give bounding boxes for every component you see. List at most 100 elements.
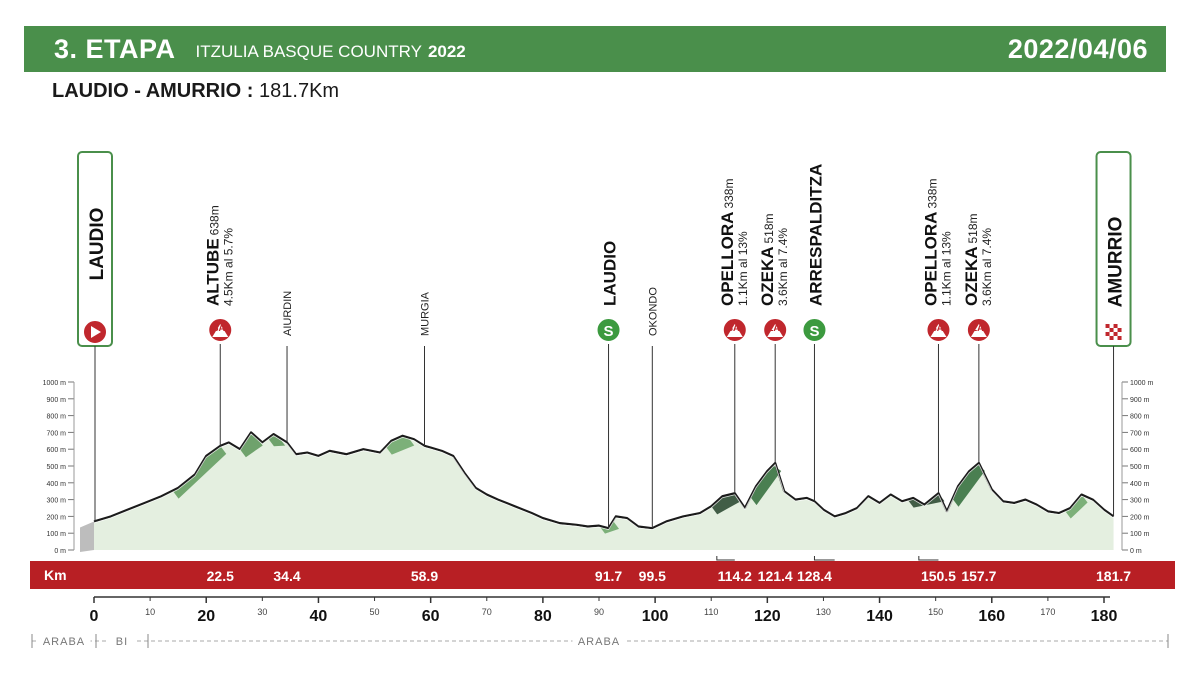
x-major-tick-label: 120: [754, 608, 781, 625]
finish-town-label: AMURRIO: [1106, 217, 1127, 308]
y-tick-label-right: 800 m: [1130, 414, 1150, 421]
sprint-icon: [801, 317, 828, 343]
town-name: MURGIA: [419, 291, 431, 336]
y-tick-label-right: 0 m: [1130, 548, 1142, 555]
climb-category-label: 3A: [213, 323, 225, 333]
region-label-bg: [109, 634, 135, 648]
route-distance: 181.7Km: [259, 80, 340, 102]
sprint-name: ARRESPALDITZA: [806, 164, 825, 306]
y-tick-label-left: 0 m: [54, 548, 66, 555]
y-tick-label-left: 1000 m: [43, 380, 67, 387]
climb-ramp-shading: [1064, 494, 1088, 519]
mountain-shape: [212, 324, 229, 337]
climb-elevation: 518m: [966, 213, 980, 243]
mountain-shape: [767, 324, 784, 337]
climb-marker: 3A OPELLORA 338m 1.1Km al 13%: [921, 179, 953, 343]
region-label: ARABA: [43, 636, 85, 648]
x-minor-tick-label: 70: [482, 607, 492, 617]
km-bar: [30, 561, 1175, 589]
y-tick-label-left: 600 m: [47, 447, 67, 454]
sprint-marker: S LAUDIO: [595, 241, 622, 343]
climb-details: 4.5Km al 5.7%: [221, 228, 235, 306]
x-minor-tick-label: 10: [145, 607, 155, 617]
x-minor-tick-label: 90: [594, 607, 604, 617]
x-major-tick-label: 0: [90, 608, 99, 625]
x-major-tick-label: 140: [866, 608, 893, 625]
km-bar-value: 157.7: [961, 568, 996, 584]
checker-cell: [1109, 336, 1114, 340]
mountain-shape: [970, 324, 987, 337]
section-bracket: [813, 556, 835, 561]
climb-details: 3.6Km al 7.4%: [776, 228, 790, 306]
y-tick-label-left: 200 m: [47, 514, 67, 521]
y-tick-label-right: 200 m: [1130, 514, 1150, 521]
climb-name: ALTUBE: [203, 238, 222, 306]
checker-cell: [1105, 332, 1110, 336]
km-bar-value: 121.4: [758, 568, 793, 584]
x-major-tick-label: 160: [978, 608, 1005, 625]
km-bar-value: 91.7: [595, 568, 622, 584]
profile-area: [94, 432, 1114, 550]
town-name: AIURDIN: [282, 291, 294, 336]
climb-details: 1.1Km al 13%: [736, 231, 750, 306]
region-label-bg: [37, 634, 91, 648]
sprint-badge-letter: S: [604, 323, 614, 340]
profile-line-highlight: [93, 433, 1114, 531]
x-minor-tick-label: 150: [928, 607, 943, 617]
sprint-icon: [595, 317, 622, 343]
y-tick-label-right: 700 m: [1130, 430, 1150, 437]
sprint-marker: S ARRESPALDITZA: [801, 164, 828, 343]
finish-marker: AMURRIO: [1095, 151, 1132, 347]
climb-elevation: 338m: [925, 179, 939, 209]
mountain-shape: [930, 324, 947, 337]
checker-cell: [1117, 328, 1122, 332]
y-tick-label-left: 100 m: [47, 531, 67, 538]
climb-label: OZEKA 518m: [962, 213, 981, 306]
climb-category-label: 3A: [932, 323, 944, 333]
x-minor-tick-label: 110: [704, 607, 718, 617]
km-bar-label: Km: [44, 567, 67, 583]
climb-details: 1.1Km al 13%: [939, 231, 953, 306]
region-label: ARABA: [578, 636, 620, 648]
y-tick-label-right: 400 m: [1130, 481, 1150, 488]
climb-name: OPELLORA: [921, 212, 940, 306]
x-minor-tick-label: 30: [257, 607, 267, 617]
km-bar-value: 150.5: [921, 568, 956, 584]
x-major-tick-label: 40: [310, 608, 328, 625]
km-bar-value: 58.9: [411, 568, 438, 584]
km-bar-value: 128.4: [797, 568, 832, 584]
climb-elevation: 638m: [207, 205, 221, 235]
race-year: 2022: [427, 42, 466, 61]
town-name: OKONDO: [647, 287, 659, 336]
y-tick-label-left: 500 m: [47, 464, 67, 471]
region-label-bg: [572, 634, 626, 648]
climb-category-label: 2A: [972, 323, 984, 333]
km-bar-value: 22.5: [207, 568, 234, 584]
climb-elevation: 518m: [762, 213, 776, 243]
y-tick-label-right: 600 m: [1130, 447, 1150, 454]
sprint-badge-letter: S: [809, 323, 819, 340]
x-major-tick-label: 180: [1091, 608, 1118, 625]
y-tick-label-left: 900 m: [47, 397, 67, 404]
climb-marker: 2A OZEKA 518m 3.6Km al 7.4%: [758, 213, 790, 343]
climb-category-label: 2A: [768, 323, 780, 333]
climb-ramp-shading: [172, 445, 227, 499]
climb-label: OPELLORA 338m: [718, 179, 737, 306]
checker-cell: [1113, 324, 1118, 328]
start-marker: LAUDIO: [77, 151, 113, 347]
profile-line: [93, 431, 1115, 530]
route-name: LAUDIO - AMURRIO :: [52, 80, 254, 102]
km-bar-value: 34.4: [273, 568, 300, 584]
section-bracket: [918, 556, 939, 561]
checker-cell: [1117, 336, 1122, 340]
mountain-shape: [726, 324, 743, 337]
x-major-tick-label: 100: [642, 608, 669, 625]
region-label: BI: [116, 636, 128, 648]
y-tick-label-left: 700 m: [47, 430, 67, 437]
race-name: ITZULIA BASQUE COUNTRY 2022: [196, 42, 466, 62]
stage-date: 2022/04/06: [1007, 33, 1148, 64]
route-summary: LAUDIO - AMURRIO : 181.7Km: [52, 80, 339, 103]
play-arrow: [91, 326, 101, 338]
